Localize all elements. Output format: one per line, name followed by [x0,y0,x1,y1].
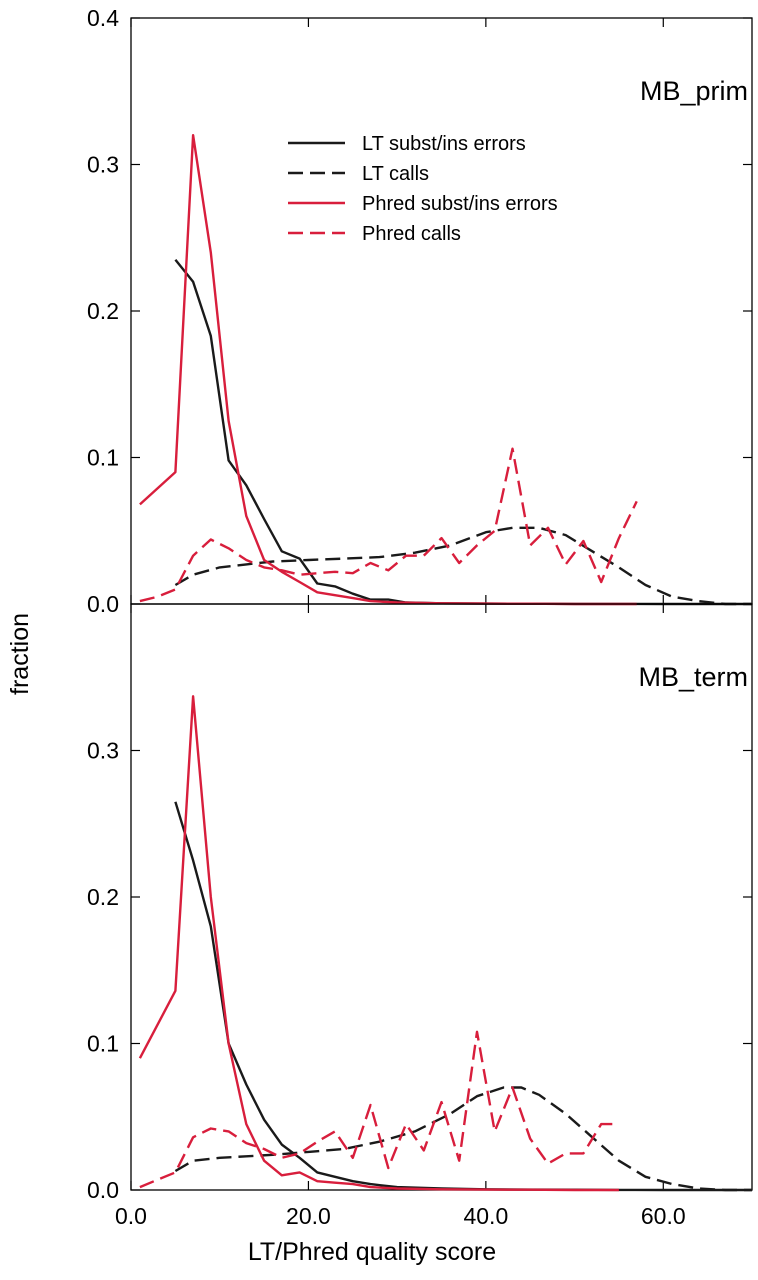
y-tick-label: 0.1 [87,445,119,471]
series-line-phred-calls [139,1030,619,1189]
panels-layer: 0.0 0.1 0.2 0.3 0.4 MB_prim 0.0 0.1 0.2 0.3 MB_ter… [87,5,753,1229]
series-line-phred-subst-ins-errors [138,695,619,1192]
legend-label: Phred calls [362,223,461,245]
series-line-lt-calls [174,526,752,606]
panel-title: MB_term [638,662,748,692]
legend-label: Phred subst/ins errors [362,193,558,215]
x-axis-title: LT/Phred quality score [248,1238,496,1266]
y-tick-label: 0.0 [87,591,119,617]
legend: LT subst/ins errors LT calls Phred subst/i… [288,133,558,245]
y-tick-label: 0.3 [87,152,119,178]
series-line-lt-subst-ins-errors [174,801,752,1192]
x-tick-label: 0.0 [115,1203,147,1229]
series-line-phred-calls [139,447,638,603]
y-tick-label: 0.4 [87,5,119,31]
y-tick-label: 0.1 [87,1031,119,1057]
panel-1: 0.0 0.1 0.2 0.3 0.4 MB_prim [87,5,753,617]
y-tick-label: 0.2 [87,884,119,910]
x-tick-label: 60.0 [641,1203,686,1229]
y-tick-label: 0.2 [87,298,119,324]
series-line-lt-calls [174,1086,752,1192]
legend-label: LT calls [362,163,429,185]
panel-2: 0.0 0.1 0.2 0.3 MB_term [87,603,753,1203]
y-tick-label: 0.0 [87,1177,119,1203]
legend-label: LT subst/ins errors [362,133,526,155]
y-axis-title: fraction [6,613,34,695]
panel-title: MB_prim [640,76,748,106]
x-tick-label: 20.0 [286,1203,331,1229]
x-tick-label: 40.0 [463,1203,508,1229]
y-tick-label: 0.3 [87,738,119,764]
